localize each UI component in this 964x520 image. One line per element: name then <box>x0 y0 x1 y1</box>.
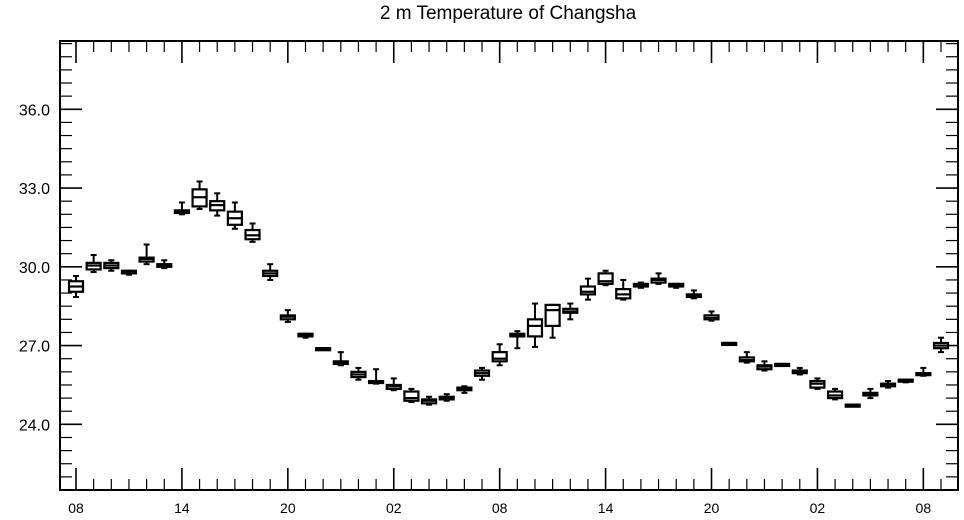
x-tick-label: 02 <box>386 500 402 516</box>
y-tick-label: 33.0 <box>19 181 50 198</box>
x-tick-label: 08 <box>916 500 932 516</box>
box-item <box>403 387 420 404</box>
box-item <box>438 393 455 402</box>
box-item <box>120 269 138 276</box>
y-tick-label: 24.0 <box>19 417 50 434</box>
box-item <box>738 351 755 364</box>
box-iqr <box>491 351 508 363</box>
tick-labels-layer: 24.0 27.0 30.0 33.0 36.0 08 14 20 02 08 14 20 02 08 <box>19 102 931 516</box>
box-item <box>226 201 243 230</box>
box-iqr <box>597 272 614 285</box>
box-item <box>173 201 191 216</box>
box-item <box>456 385 473 394</box>
x-tick-label: 08 <box>68 500 84 516</box>
box-item <box>809 377 826 390</box>
box-item <box>244 222 261 243</box>
box-iqr <box>403 390 420 402</box>
box-item <box>350 366 367 381</box>
box-item <box>579 277 597 301</box>
box-item <box>315 347 332 352</box>
box-item <box>862 387 879 400</box>
box-item <box>703 310 720 322</box>
boxes-layer <box>67 180 950 408</box>
x-tick-label: 20 <box>280 500 296 516</box>
box-item <box>650 272 667 285</box>
box-item <box>191 180 208 211</box>
box-item <box>668 282 685 289</box>
box-item <box>562 302 579 321</box>
x-tick-label: 14 <box>174 500 190 516</box>
x-tick-label: 14 <box>598 500 614 516</box>
box-iqr <box>579 285 597 296</box>
box-item <box>156 259 173 270</box>
box-item <box>385 377 402 392</box>
box-item <box>879 380 897 389</box>
box-item <box>826 387 844 401</box>
y-tick-label: 27.0 <box>19 339 50 356</box>
box-iqr <box>526 318 544 338</box>
box-item <box>526 302 544 348</box>
box-item <box>844 403 861 408</box>
box-item <box>209 192 226 217</box>
x-tick-label: 02 <box>810 500 826 516</box>
box-item <box>774 362 791 368</box>
box-item <box>368 368 385 385</box>
box-item <box>491 343 508 367</box>
box-item <box>262 263 279 281</box>
box-item <box>509 330 526 350</box>
box-item <box>67 275 85 299</box>
x-tick-label: 20 <box>704 500 720 516</box>
box-item <box>279 309 296 323</box>
y-tick-label: 30.0 <box>19 260 50 277</box>
box-item <box>897 378 914 384</box>
box-item <box>473 366 491 381</box>
box-item <box>791 366 808 376</box>
ticks-layer <box>60 41 958 491</box>
box-item <box>544 303 561 339</box>
box-item <box>615 278 632 301</box>
box-item <box>85 253 102 274</box>
box-item <box>332 351 349 367</box>
box-item <box>632 281 649 289</box>
box-item <box>420 395 438 406</box>
box-item <box>103 259 120 272</box>
chart-title: 2 m Temperature of Changsha <box>379 3 637 24</box>
box-item <box>685 289 702 300</box>
box-item <box>756 360 773 372</box>
x-tick-label: 08 <box>492 500 508 516</box>
y-tick-label: 36.0 <box>19 102 50 119</box>
box-item <box>597 269 614 287</box>
box-item <box>721 341 738 347</box>
box-item <box>297 332 314 339</box>
box-iqr <box>544 303 561 327</box>
box-item <box>915 366 932 377</box>
box-item <box>138 243 155 266</box>
plot-frame <box>59 40 959 491</box>
